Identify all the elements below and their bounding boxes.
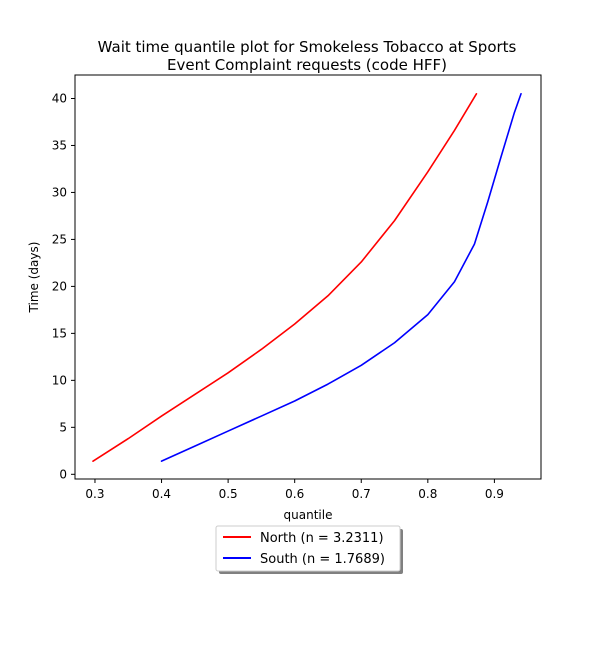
y-tick-label: 25 xyxy=(52,232,67,246)
x-tick-label: 0.6 xyxy=(285,487,304,501)
y-tick-label: 10 xyxy=(52,373,67,387)
axis-ticks: 0.3 0.4 0.5 0.6 0.7 0.8 0.9 0 5 10 15 20 25 30 35 40 xyxy=(52,91,504,501)
y-tick-label: 15 xyxy=(52,326,67,340)
x-tick-label: 0.3 xyxy=(85,487,104,501)
y-tick-label: 35 xyxy=(52,138,67,152)
x-axis-label: quantile xyxy=(284,508,333,522)
plot-area xyxy=(92,92,522,462)
legend-box xyxy=(215,525,401,572)
x-tick-label: 0.7 xyxy=(352,487,371,501)
legend: North (n = 3.2311) South (n = 1.7689) xyxy=(215,525,403,574)
x-tick-label: 0.8 xyxy=(418,487,437,501)
plot-frame xyxy=(74,74,542,480)
legend-label-north: North (n = 3.2311) xyxy=(260,531,384,546)
x-tick-label: 0.9 xyxy=(485,487,504,501)
y-tick-label: 20 xyxy=(52,279,67,293)
series-line-1 xyxy=(160,92,522,462)
x-tick-label: 0.5 xyxy=(219,487,238,501)
y-tick-label: 0 xyxy=(59,467,67,481)
y-tick-label: 40 xyxy=(52,91,67,105)
y-axis-label: Time (days) xyxy=(27,242,41,314)
y-tick-label: 5 xyxy=(59,420,67,434)
chart-title-line-1: Wait time quantile plot for Smokeless To… xyxy=(98,38,517,56)
x-tick-label: 0.4 xyxy=(152,487,171,501)
chart-title-line-2: Event Complaint requests (code HFF) xyxy=(167,56,447,74)
legend-label-south: South (n = 1.7689) xyxy=(260,552,385,567)
series-line-0 xyxy=(92,92,478,462)
y-tick-label: 30 xyxy=(52,185,67,199)
